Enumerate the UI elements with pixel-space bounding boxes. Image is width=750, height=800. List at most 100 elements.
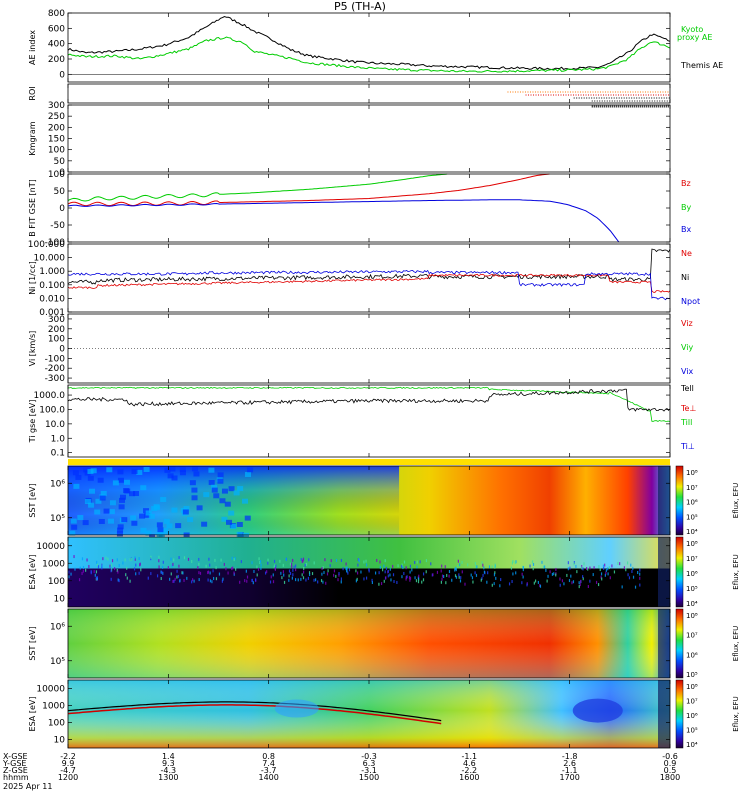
spectrogram-pixel (211, 487, 218, 493)
ephemeris-value: 1500 (359, 773, 379, 782)
spectrogram-pixel (526, 583, 528, 587)
spectrogram-pixel (179, 470, 186, 476)
spectrogram-pixel (315, 578, 317, 582)
spectrogram-pixel (179, 466, 186, 472)
spectrogram-pixel (167, 566, 169, 570)
spectrogram-pixel (75, 474, 82, 480)
spectrogram-pixel (587, 567, 589, 571)
spectrogram-edge (658, 466, 670, 535)
ephemeris-value: 7.4 (262, 759, 275, 768)
spectrogram-pixel (292, 558, 294, 562)
spectrogram-pixel (220, 558, 222, 562)
spectrogram-pixel (409, 578, 411, 582)
spectrogram-pixel (440, 580, 443, 584)
spectrogram-pixel (441, 577, 443, 581)
spectrogram-pixel (302, 576, 305, 580)
spectrogram-pixel (295, 564, 297, 568)
spectrogram-pixel (110, 565, 112, 569)
spectrogram-pixel (98, 519, 105, 525)
spectrogram-pixel (576, 570, 578, 574)
ephemeris-value: 2.6 (563, 759, 576, 768)
spectrogram-pixel (441, 564, 443, 568)
spectrogram-pixel (393, 580, 395, 584)
spectrogram-pixel (411, 568, 413, 572)
spectrogram-pixel (607, 572, 609, 576)
ephemeris-row-label: X-GSE (3, 752, 28, 761)
spectrogram-pixel (212, 569, 214, 573)
spectrogram-pixel (579, 583, 581, 587)
legend-label: Vix (681, 367, 694, 376)
spectrogram-pixel (140, 485, 147, 491)
spectrogram-pixel (346, 569, 348, 573)
spectrogram-pixel (323, 571, 325, 575)
y-tick-label: 10.0 (45, 420, 65, 430)
spectrogram-pixel (602, 564, 605, 568)
spectrogram-pixel (109, 500, 116, 506)
spectrogram-pixel (140, 568, 142, 572)
y-tick-label: 250 (48, 112, 65, 122)
y-tick-label: 800 (48, 9, 65, 19)
spectrogram-pixel (457, 559, 459, 563)
spectrogram-pixel (288, 569, 291, 573)
spectrogram-pixel (73, 555, 75, 559)
spectrogram-pixel (118, 504, 125, 510)
spectrogram-pixel (589, 579, 591, 583)
spectrogram-pixel (222, 577, 224, 581)
spectrogram-pixel (605, 568, 607, 572)
spectrogram-pixel (207, 571, 209, 575)
spectrogram-pixel (309, 573, 311, 577)
spectrogram-pixel (264, 571, 267, 575)
spectrogram-top-band (68, 459, 670, 465)
spectrogram-pixel (402, 566, 404, 570)
spectrogram-pixel (613, 570, 616, 574)
spectrogram-pixel (458, 575, 460, 579)
spectrogram-pixel (448, 570, 451, 574)
y-axis-label: B FIT GSE [nT] (28, 179, 37, 237)
spectrogram-pixel (130, 557, 133, 561)
spectrogram-pixel (244, 579, 246, 583)
spectrogram-pixel (511, 561, 514, 565)
spectrogram-pixel (547, 574, 549, 578)
spectrogram-pixel (521, 572, 523, 576)
spectrogram-pixel (226, 519, 233, 525)
y-tick-label: 10⁶ (50, 479, 65, 489)
panel-bfield: Bz By Bx 100 50 0 -50 -100 B FIT GSE [nT] (28, 170, 691, 248)
spectrogram-pixel (406, 575, 408, 579)
spectrogram-pixel (482, 573, 484, 577)
series-line (67, 36, 671, 73)
spectrogram-pixel (363, 577, 365, 581)
spectrogram-pixel (125, 573, 127, 577)
spectrogram-pixel (566, 573, 568, 577)
spectrogram-pixel (487, 571, 489, 575)
y-tick-label: 10000 (36, 542, 65, 552)
spectrogram-pixel (532, 567, 534, 571)
spectrogram-pixel (382, 568, 384, 572)
spectrogram-pixel (291, 565, 293, 569)
spectrogram-pixel (499, 584, 501, 588)
colorbar-gradient (675, 536, 684, 608)
spectrogram-pixel (623, 566, 626, 570)
spectrogram-pixel (96, 563, 99, 567)
spectrogram-pixel (510, 566, 513, 570)
spectrogram-pixel (273, 559, 276, 563)
spectrogram-pixel (119, 494, 126, 500)
spectrogram-pixel (171, 475, 178, 481)
spectrogram-pixel (597, 583, 600, 587)
spectrogram-pixel (208, 467, 215, 473)
spectrogram-pixel (233, 558, 235, 562)
spectrogram-pixel (123, 479, 130, 485)
spectrogram-pixel (567, 567, 569, 571)
spectrogram-pixel (77, 515, 84, 521)
spectrogram-pixel (244, 515, 251, 521)
ephemeris-value: 1400 (258, 773, 278, 782)
spectrogram-pixel (255, 578, 257, 582)
spectrogram-pixel (529, 564, 531, 568)
spectrogram-pixel (211, 580, 213, 584)
spectrogram-pixel (81, 557, 84, 561)
colorbar-tick-label: 10⁷ (686, 632, 698, 640)
ephemeris-value: -3.1 (361, 766, 377, 775)
spectrogram-pixel (88, 564, 90, 568)
spectrogram-pixel (483, 566, 485, 570)
spectrogram-pixel (235, 567, 237, 571)
spectrogram-pixel (405, 575, 407, 579)
